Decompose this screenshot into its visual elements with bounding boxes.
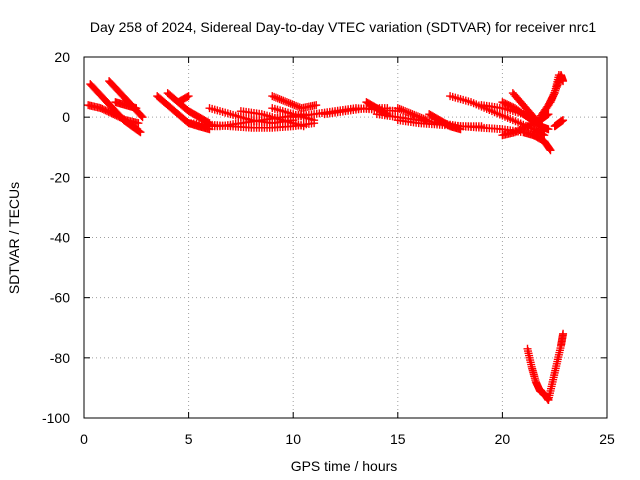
data-point <box>559 329 568 338</box>
series-arc-20 <box>425 110 465 134</box>
series-arc-7 <box>174 92 193 107</box>
data-point <box>292 101 301 110</box>
series-arc-2 <box>84 101 143 128</box>
data-point <box>393 104 402 113</box>
data-point <box>408 110 417 119</box>
data-point <box>551 86 560 95</box>
data-point <box>288 100 297 109</box>
data-point <box>184 92 193 101</box>
data-point <box>549 90 558 99</box>
data-point <box>548 94 557 103</box>
data-point <box>559 77 568 86</box>
data-point <box>548 92 557 101</box>
y-tick-label: -60 <box>50 290 70 306</box>
series-arc-25 <box>508 89 549 134</box>
x-tick-label: 20 <box>495 431 511 447</box>
data-point <box>402 107 411 116</box>
data-point <box>277 95 286 104</box>
y-tick-label: -100 <box>42 410 70 426</box>
chart-title: Day 258 of 2024, Sidereal Day-to-day VTE… <box>90 19 596 35</box>
data-point <box>404 108 413 117</box>
y-tick-label: 20 <box>54 49 70 65</box>
x-tick-label: 25 <box>599 431 615 447</box>
data-point <box>268 92 277 101</box>
data-point <box>135 127 144 136</box>
data-point <box>275 95 284 104</box>
y-axis-label: SDTVAR / TECUs <box>6 182 22 294</box>
data-point <box>456 125 465 134</box>
data-point <box>395 104 404 113</box>
data-point <box>271 93 280 102</box>
data-point <box>281 97 290 106</box>
x-tick-label: 15 <box>390 431 406 447</box>
data-point <box>412 111 421 120</box>
y-tick-label: -80 <box>50 350 70 366</box>
data-point <box>136 128 145 137</box>
x-tick-label: 10 <box>285 431 301 447</box>
series-arc-13 <box>268 92 321 113</box>
series-arc-29 <box>550 116 568 131</box>
data-point <box>183 92 192 101</box>
y-tick-label: 0 <box>62 109 70 125</box>
data-point <box>290 101 299 110</box>
data-point <box>540 125 549 134</box>
data-point <box>299 122 308 131</box>
data-point <box>410 110 419 119</box>
data-point <box>538 123 547 132</box>
data-point <box>546 98 555 107</box>
data-point <box>312 101 321 110</box>
data-point <box>401 107 410 116</box>
data-point <box>415 113 424 122</box>
series-arc-26 <box>529 131 555 155</box>
data-point <box>293 102 302 111</box>
data-point <box>406 109 415 118</box>
series-arc-11 <box>236 107 308 131</box>
data-point <box>282 98 291 107</box>
series-arc-31 <box>544 329 568 404</box>
data-point <box>286 99 295 108</box>
tick-labels: 0 5 10 15 20 25 -100 -80 -60 -40 -20 0 20 <box>42 49 615 447</box>
data-point <box>559 116 568 125</box>
plot-frame <box>83 56 608 419</box>
x-tick-label: 0 <box>80 431 88 447</box>
data-point <box>397 105 406 114</box>
y-tick-label: -40 <box>50 230 70 246</box>
data-point <box>547 96 556 105</box>
data-point <box>545 145 554 154</box>
data-points <box>84 71 568 404</box>
data-point <box>413 112 422 121</box>
data-point <box>134 119 143 128</box>
x-tick-label: 5 <box>185 431 193 447</box>
data-point <box>138 113 147 122</box>
data-point <box>552 84 561 93</box>
data-point <box>546 146 555 155</box>
data-point <box>421 115 430 124</box>
data-point <box>132 104 141 113</box>
data-point <box>279 96 288 105</box>
data-point <box>284 98 293 107</box>
x-axis-label: GPS time / hours <box>291 458 398 474</box>
y-tick-label: -20 <box>50 169 70 185</box>
data-point <box>273 94 282 103</box>
data-point <box>399 106 408 115</box>
series-arc-4 <box>111 98 141 113</box>
data-point <box>550 88 559 97</box>
data-point <box>137 112 146 121</box>
series-arc-28 <box>546 71 568 107</box>
data-point <box>270 92 279 101</box>
